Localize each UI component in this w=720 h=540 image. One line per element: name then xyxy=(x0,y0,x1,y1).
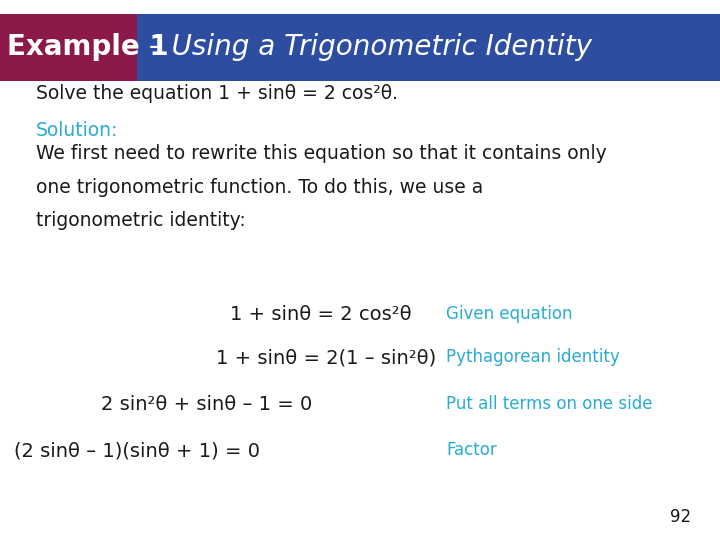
Text: one trigonometric function. To do this, we use a: one trigonometric function. To do this, … xyxy=(36,178,483,197)
Text: Factor: Factor xyxy=(446,441,497,459)
Text: Example 1: Example 1 xyxy=(7,33,168,61)
Text: Solve the equation 1 + sinθ = 2 cos²θ.: Solve the equation 1 + sinθ = 2 cos²θ. xyxy=(36,84,398,103)
Text: Solution:: Solution: xyxy=(36,122,118,140)
Bar xyxy=(0,14,137,81)
Text: – Using a Trigonometric Identity: – Using a Trigonometric Identity xyxy=(140,33,593,61)
Text: 1 + sinθ = 2(1 – sin²θ): 1 + sinθ = 2(1 – sin²θ) xyxy=(216,348,436,367)
Bar xyxy=(0,14,720,81)
Text: trigonometric identity:: trigonometric identity: xyxy=(36,211,246,230)
Text: (2 sinθ – 1)(sinθ + 1) = 0: (2 sinθ – 1)(sinθ + 1) = 0 xyxy=(14,441,261,460)
Text: Put all terms on one side: Put all terms on one side xyxy=(446,395,653,413)
Text: We first need to rewrite this equation so that it contains only: We first need to rewrite this equation s… xyxy=(36,144,607,163)
Text: Pythagorean identity: Pythagorean identity xyxy=(446,348,620,366)
Text: 2 sin²θ + sinθ – 1 = 0: 2 sin²θ + sinθ – 1 = 0 xyxy=(101,395,312,414)
Text: Given equation: Given equation xyxy=(446,305,573,323)
Text: 92: 92 xyxy=(670,509,691,526)
Text: 1 + sinθ = 2 cos²θ: 1 + sinθ = 2 cos²θ xyxy=(230,305,412,324)
